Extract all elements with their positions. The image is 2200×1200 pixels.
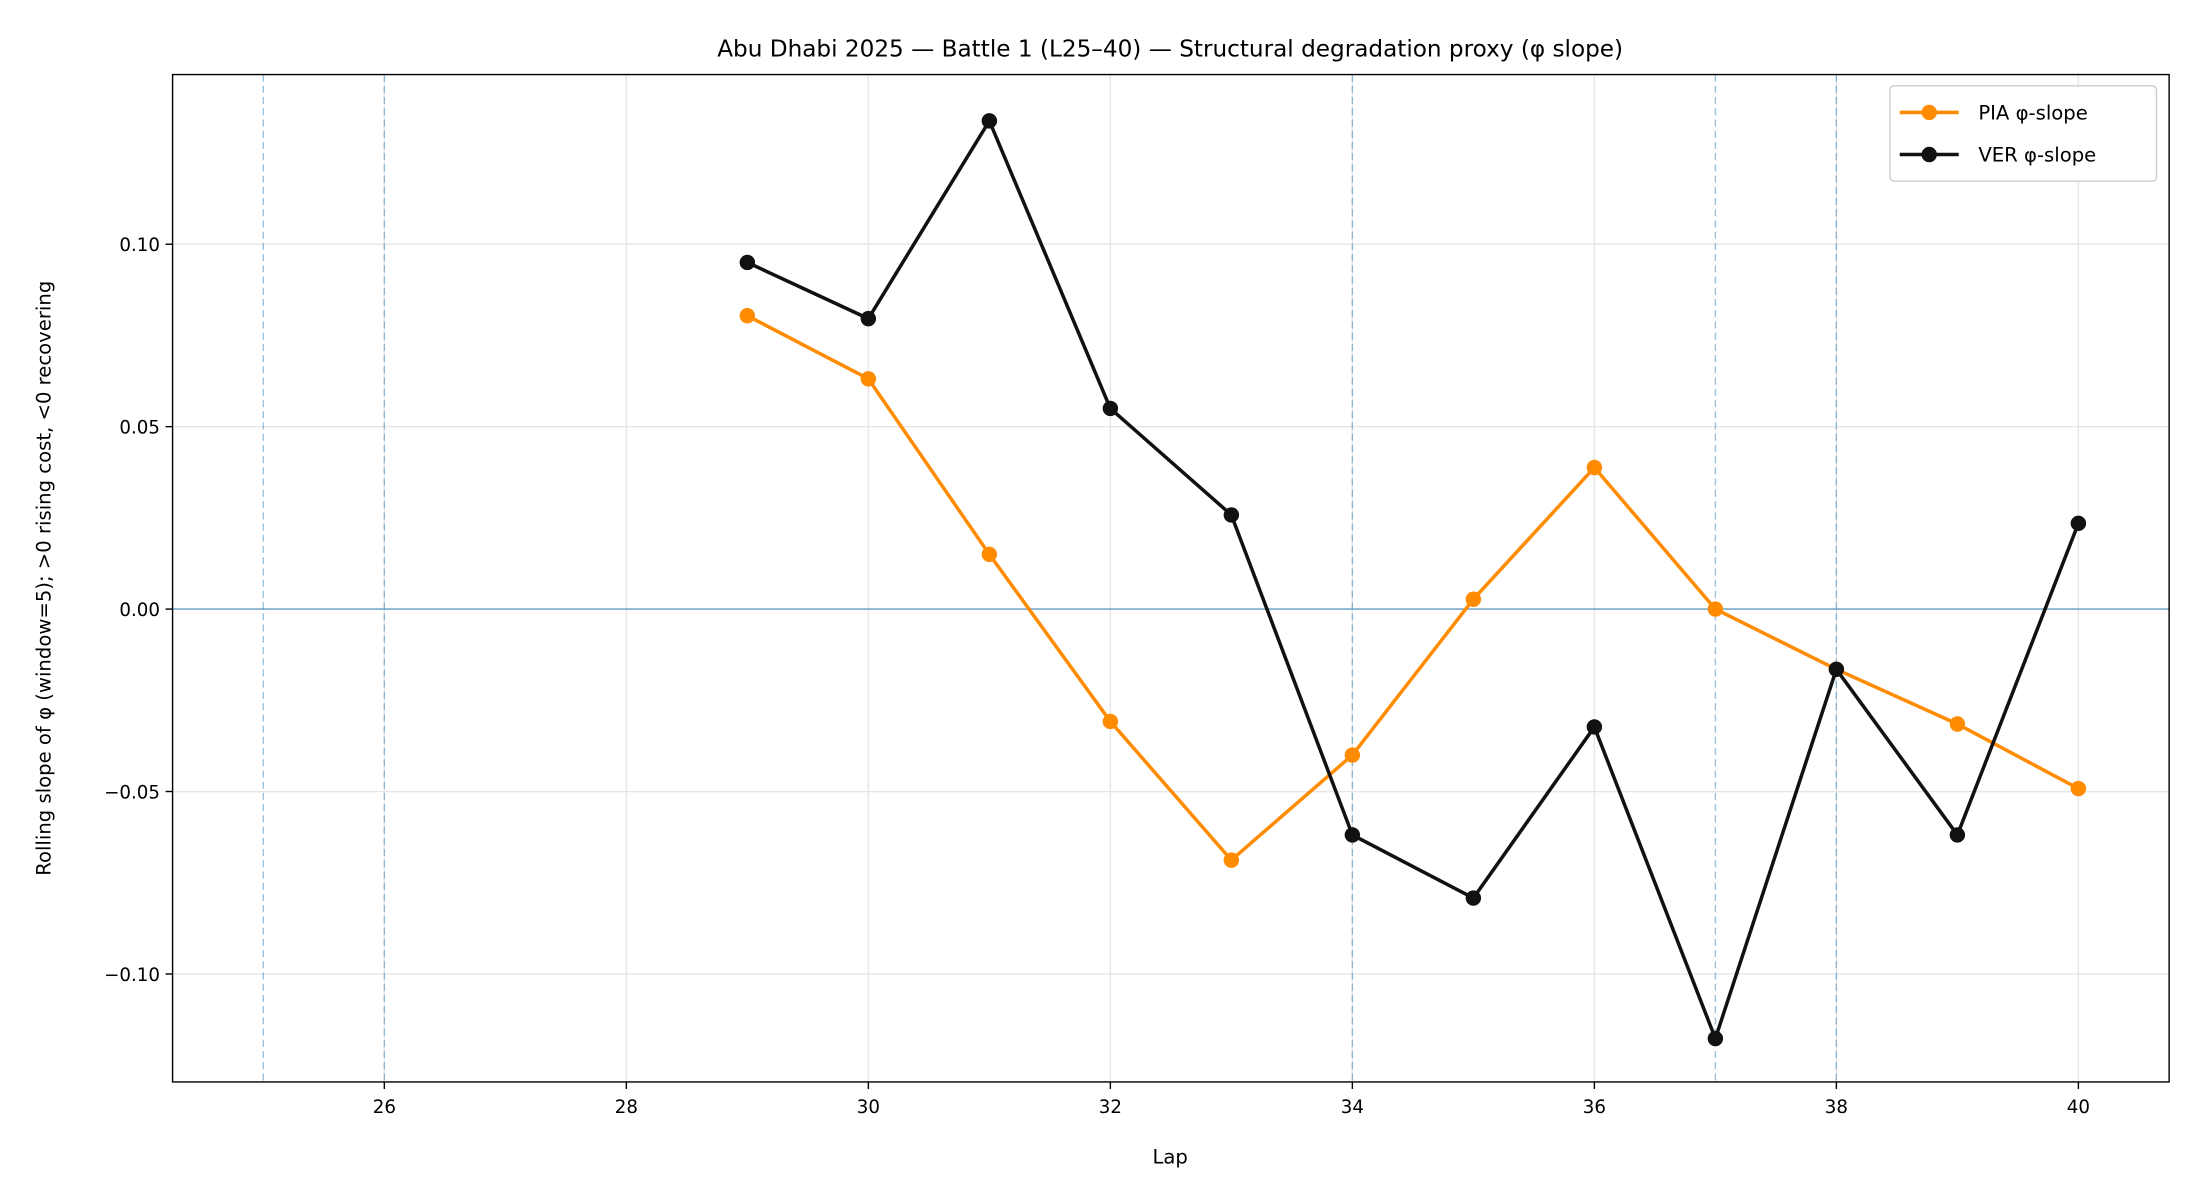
data-point-ver xyxy=(860,310,877,327)
x-tick-label: 28 xyxy=(615,1097,638,1118)
data-point-ver xyxy=(1828,661,1845,678)
legend-frame xyxy=(1889,85,2158,182)
data-point-ver xyxy=(1949,827,1966,843)
x-tick-label: 34 xyxy=(1341,1097,1364,1118)
series-line-pia xyxy=(746,314,2080,862)
data-point-ver xyxy=(1465,890,1482,906)
x-tick-label: 38 xyxy=(1825,1097,1848,1118)
y-tick-label: 0.00 xyxy=(119,600,160,621)
legend-marker-ver xyxy=(1921,146,1937,163)
x-axis-label: Lap xyxy=(1152,1145,1187,1168)
x-tick-label: 32 xyxy=(1099,1097,1122,1118)
x-tick-label: 26 xyxy=(373,1097,396,1118)
data-point-ver xyxy=(1344,827,1361,843)
y-axis-label: Rolling slope of φ (window=5); >0 rising… xyxy=(33,281,56,876)
data-point-ver xyxy=(1707,1030,1724,1047)
x-tick-label: 40 xyxy=(2067,1097,2090,1118)
legend-marker-pia xyxy=(1921,104,1937,121)
plot-frame xyxy=(171,73,2170,1083)
legend: PIA φ-slope VER φ-slope xyxy=(1889,85,2158,182)
data-point-pia xyxy=(1465,591,1482,607)
data-point-ver xyxy=(1586,719,1603,735)
data-point-ver xyxy=(739,254,756,271)
x-tick-label: 36 xyxy=(1583,1097,1606,1118)
chart-title: Abu Dhabi 2025 — Battle 1 (L25–40) — Str… xyxy=(717,36,1623,62)
grid xyxy=(172,74,2170,1082)
data-point-pia xyxy=(1949,716,1966,732)
x-tick-label: 30 xyxy=(857,1097,880,1118)
data-point-ver xyxy=(1102,400,1119,417)
data-point-ver xyxy=(1223,507,1240,523)
legend-label-pia: PIA φ-slope xyxy=(1978,101,2088,124)
data-point-pia xyxy=(860,371,877,387)
legend-label-ver: VER φ-slope xyxy=(1978,144,2096,167)
y-axis-ticks: −0.10 −0.05 0.00 0.05 0.10 xyxy=(104,235,173,986)
reference-lines xyxy=(172,74,2170,1082)
y-tick-label: −0.05 xyxy=(104,783,160,804)
data-point-pia xyxy=(1707,601,1724,617)
data-point-pia xyxy=(1586,459,1603,476)
data-point-pia xyxy=(1102,713,1119,730)
y-tick-label: 0.10 xyxy=(119,235,160,256)
x-axis-ticks: 26 28 30 32 34 36 38 40 xyxy=(373,1081,2090,1118)
data-point-pia xyxy=(1344,747,1361,763)
data-point-ver xyxy=(2070,515,2087,532)
data-point-ver xyxy=(981,113,998,129)
data-point-pia xyxy=(981,546,998,563)
series-line-ver xyxy=(746,119,2081,1041)
data-point-pia xyxy=(1223,852,1240,868)
data-point-pia xyxy=(2070,780,2087,797)
y-tick-label: −0.10 xyxy=(104,965,160,986)
data-point-pia xyxy=(739,308,756,324)
series-group xyxy=(739,113,2087,1047)
y-tick-label: 0.05 xyxy=(119,418,160,439)
